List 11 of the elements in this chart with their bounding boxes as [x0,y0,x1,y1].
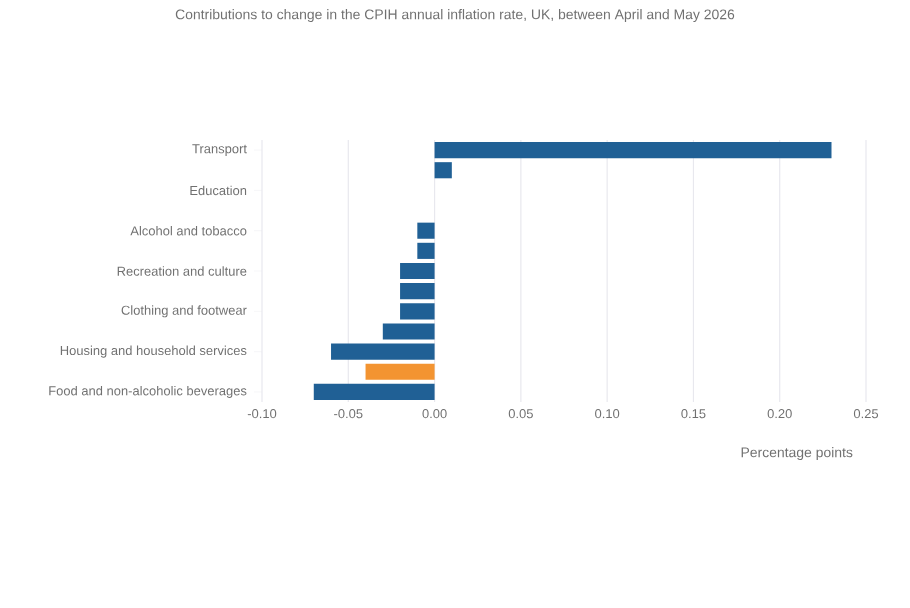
bar [400,303,435,320]
bar [400,283,435,300]
bar [434,162,452,179]
bar [417,222,435,239]
bar [400,262,435,280]
bar [417,242,435,259]
bar [365,363,435,380]
bar [331,343,435,360]
bar [313,383,435,400]
bar [434,142,832,159]
bar [382,323,435,340]
